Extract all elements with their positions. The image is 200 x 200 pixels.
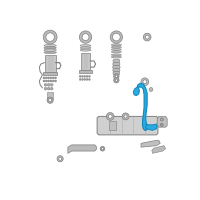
Circle shape	[82, 75, 83, 77]
Ellipse shape	[111, 51, 121, 53]
Polygon shape	[113, 72, 120, 75]
Circle shape	[160, 118, 163, 121]
Polygon shape	[133, 87, 139, 96]
Polygon shape	[146, 124, 157, 130]
Circle shape	[115, 75, 118, 78]
Polygon shape	[137, 83, 147, 130]
Ellipse shape	[80, 49, 91, 51]
Circle shape	[143, 33, 151, 41]
Polygon shape	[97, 116, 158, 135]
Circle shape	[113, 33, 120, 41]
Circle shape	[124, 115, 127, 118]
Ellipse shape	[80, 47, 91, 49]
Circle shape	[161, 124, 163, 126]
Circle shape	[114, 74, 119, 79]
Circle shape	[141, 78, 149, 86]
Circle shape	[88, 79, 90, 80]
Circle shape	[122, 113, 129, 120]
Circle shape	[160, 123, 163, 126]
Bar	[109, 121, 116, 130]
Polygon shape	[157, 116, 167, 127]
Circle shape	[50, 87, 53, 90]
Ellipse shape	[44, 44, 56, 47]
Circle shape	[84, 75, 86, 77]
Circle shape	[115, 79, 118, 81]
Circle shape	[55, 77, 57, 79]
Circle shape	[86, 79, 88, 80]
Circle shape	[101, 148, 104, 150]
Bar	[43, 72, 57, 75]
Circle shape	[47, 87, 50, 90]
Ellipse shape	[111, 54, 121, 56]
Circle shape	[82, 79, 83, 80]
Circle shape	[47, 83, 50, 86]
Circle shape	[45, 77, 47, 79]
Circle shape	[50, 83, 53, 86]
Circle shape	[47, 97, 53, 103]
Circle shape	[43, 80, 45, 82]
Circle shape	[44, 83, 47, 86]
Circle shape	[86, 75, 88, 77]
Ellipse shape	[80, 45, 91, 47]
Polygon shape	[113, 69, 120, 72]
Circle shape	[84, 79, 86, 80]
Ellipse shape	[44, 51, 56, 54]
Circle shape	[46, 33, 54, 41]
Circle shape	[55, 80, 57, 82]
Circle shape	[79, 31, 92, 43]
Circle shape	[43, 30, 57, 44]
Ellipse shape	[111, 44, 121, 46]
Bar	[79, 70, 92, 73]
Circle shape	[57, 156, 63, 162]
Circle shape	[48, 77, 50, 79]
Circle shape	[50, 80, 52, 82]
Polygon shape	[113, 62, 120, 66]
Circle shape	[106, 113, 114, 120]
Circle shape	[79, 75, 81, 77]
Circle shape	[52, 77, 54, 79]
Bar	[47, 92, 53, 99]
Ellipse shape	[44, 47, 56, 49]
Circle shape	[52, 80, 54, 82]
Circle shape	[45, 80, 47, 82]
Polygon shape	[113, 59, 120, 62]
Bar	[81, 53, 90, 70]
Circle shape	[48, 80, 50, 82]
Circle shape	[88, 75, 90, 77]
Polygon shape	[68, 145, 96, 153]
Polygon shape	[141, 140, 160, 147]
Ellipse shape	[111, 48, 121, 50]
Bar	[45, 55, 56, 72]
Ellipse shape	[44, 49, 56, 51]
Circle shape	[79, 79, 81, 80]
Circle shape	[149, 88, 153, 91]
Circle shape	[110, 31, 123, 43]
Circle shape	[43, 77, 45, 79]
Circle shape	[44, 87, 47, 90]
Circle shape	[100, 146, 105, 151]
Circle shape	[50, 77, 52, 79]
Circle shape	[145, 35, 149, 39]
Circle shape	[161, 119, 163, 120]
Ellipse shape	[111, 46, 121, 48]
Circle shape	[143, 80, 147, 84]
Circle shape	[59, 157, 62, 160]
Circle shape	[49, 99, 52, 102]
Polygon shape	[113, 66, 120, 69]
Polygon shape	[152, 146, 166, 153]
Circle shape	[108, 114, 112, 118]
Circle shape	[82, 34, 89, 41]
Circle shape	[114, 78, 119, 83]
Ellipse shape	[111, 56, 121, 58]
